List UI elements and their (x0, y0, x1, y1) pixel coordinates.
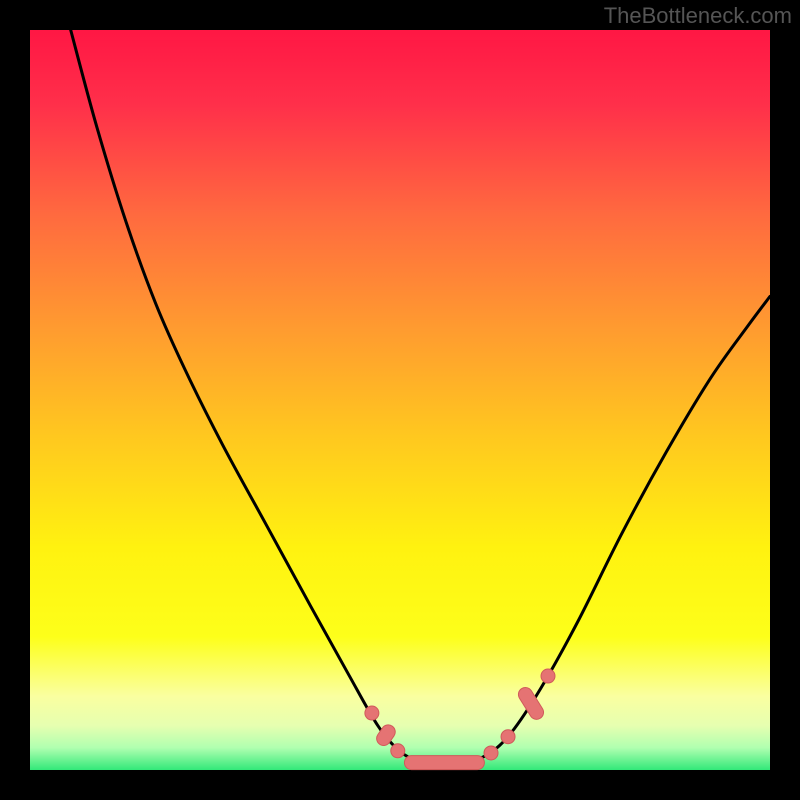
chart-root: TheBottleneck.com (0, 0, 800, 800)
marker-dot (541, 669, 555, 683)
marker-dot (501, 730, 515, 744)
marker-dot (484, 746, 498, 760)
plot-area (30, 30, 770, 770)
watermark-text: TheBottleneck.com (604, 3, 792, 29)
marker-dot (365, 706, 379, 720)
marker-dot (391, 744, 405, 758)
marker-capsule (404, 756, 484, 770)
bottleneck-chart (0, 0, 800, 800)
